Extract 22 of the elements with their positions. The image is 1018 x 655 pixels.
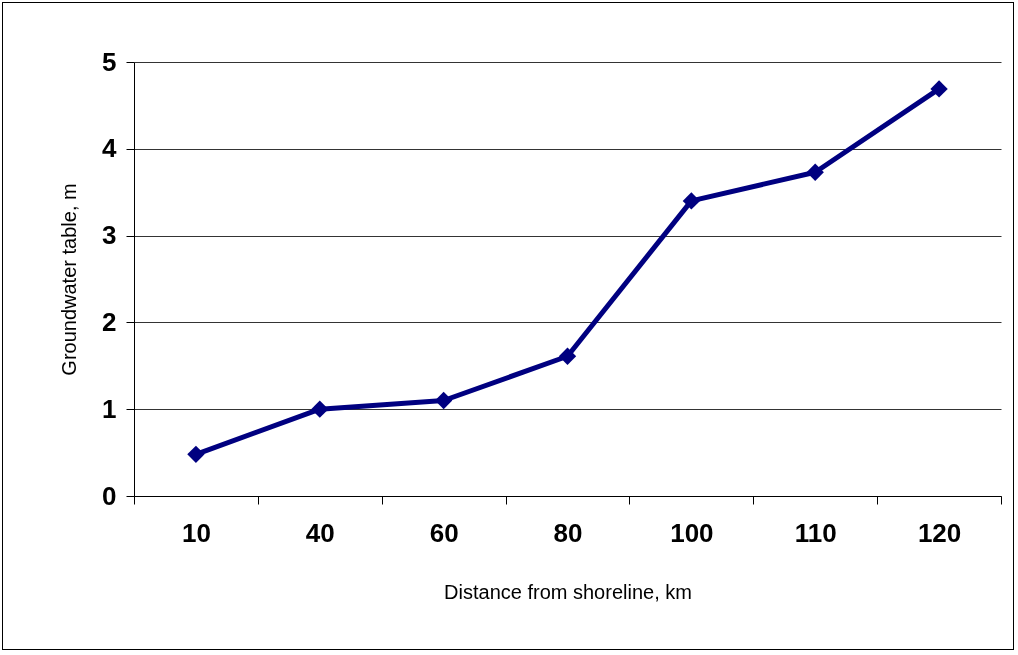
x-tick-label: 110 bbox=[794, 517, 837, 548]
x-tick-label: 100 bbox=[670, 517, 714, 548]
y-tick-label: 0 bbox=[102, 480, 117, 511]
y-tick-label: 4 bbox=[102, 133, 118, 164]
y-tick-label: 2 bbox=[102, 306, 117, 337]
point bbox=[558, 347, 577, 365]
y-tick-label: 1 bbox=[102, 393, 117, 424]
y-tick-label: 5 bbox=[102, 46, 117, 77]
y-tick-label: 3 bbox=[102, 220, 117, 251]
x-axis-title: Distance from shoreline, km bbox=[444, 580, 692, 603]
point bbox=[434, 391, 453, 410]
x-tick-label: 10 bbox=[181, 517, 211, 548]
y-axis-title: Groundwater table, m bbox=[58, 183, 81, 376]
x-tick-label: 80 bbox=[553, 517, 583, 548]
point bbox=[682, 192, 701, 210]
x-tick-label: 60 bbox=[429, 517, 459, 548]
x-tick-label: 40 bbox=[305, 517, 335, 548]
point bbox=[806, 163, 824, 181]
point bbox=[930, 80, 948, 98]
point bbox=[311, 400, 329, 418]
x-tick-label: 120 bbox=[917, 517, 962, 548]
point bbox=[187, 445, 205, 463]
